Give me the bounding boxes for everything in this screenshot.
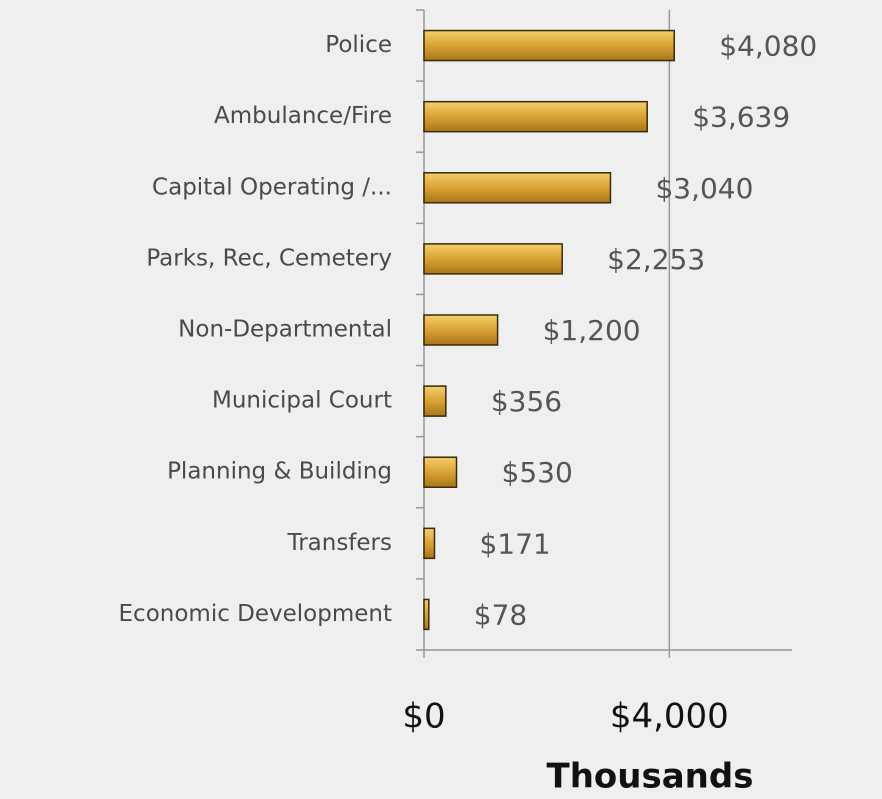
y-tick-label: Economic Development	[119, 601, 392, 627]
data-label: $530	[502, 456, 573, 489]
data-label: $4,080	[719, 30, 817, 63]
data-label: $1,200	[543, 314, 641, 347]
bar	[423, 314, 499, 346]
y-tick-label: Ambulance/Fire	[214, 103, 392, 129]
y-tick-label: Capital Operating /...	[152, 174, 392, 200]
bar	[423, 29, 675, 62]
bar	[423, 456, 458, 488]
data-label: $2,253	[607, 243, 705, 276]
y-tick-label: Transfers	[287, 530, 392, 556]
data-label: $78	[474, 598, 527, 631]
y-tick-label: Planning & Building	[167, 459, 392, 485]
bar	[423, 385, 447, 417]
data-label: $3,639	[692, 101, 790, 134]
data-label: $171	[479, 527, 550, 560]
bar	[423, 243, 563, 275]
bar	[423, 172, 612, 204]
y-tick-label: Municipal Court	[212, 388, 392, 414]
y-tick-label: Non-Departmental	[178, 317, 392, 343]
data-label: $3,040	[655, 172, 753, 205]
data-label: $356	[491, 385, 562, 418]
bar	[423, 100, 648, 133]
x-axis-title: Thousands	[547, 757, 754, 797]
y-tick-label: Parks, Rec, Cemetery	[146, 245, 392, 271]
y-tick-label: Police	[325, 32, 392, 58]
x-tick-label: $4,000	[610, 697, 729, 737]
x-tick-label: $0	[402, 697, 445, 737]
bar	[423, 527, 436, 560]
bar	[423, 598, 430, 631]
